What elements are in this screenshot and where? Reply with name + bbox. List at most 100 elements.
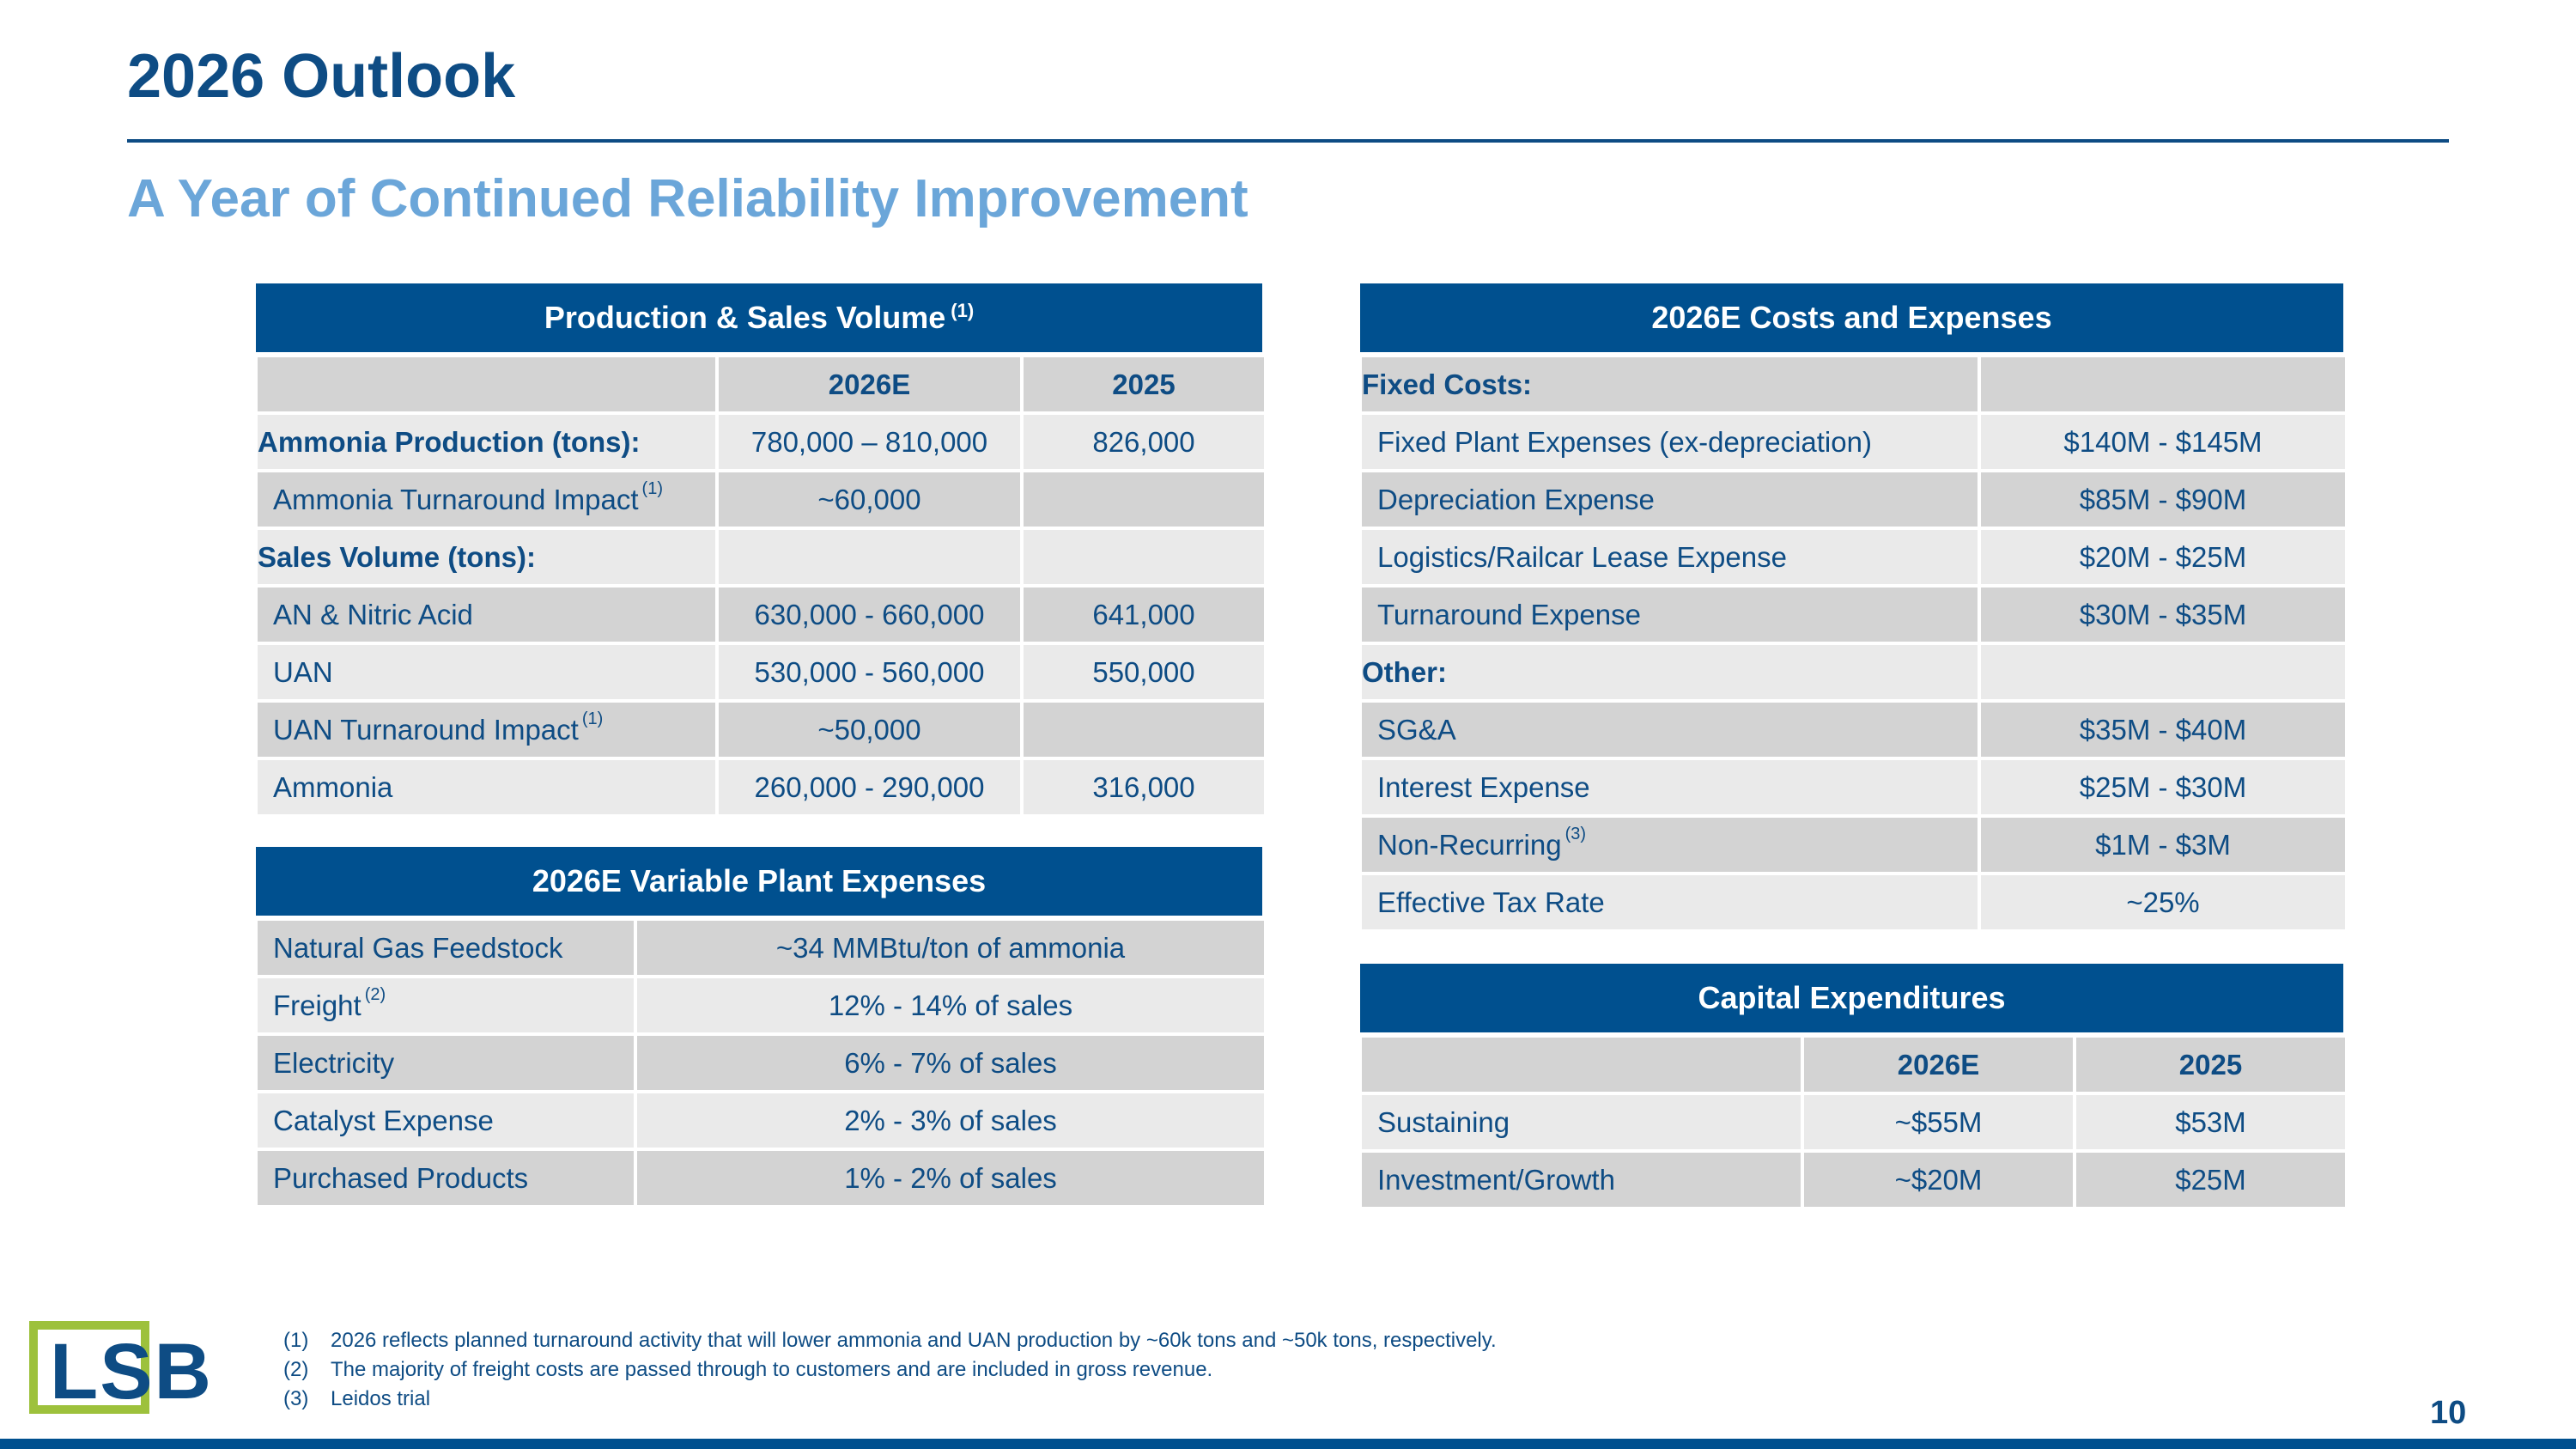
table-row: Natural Gas Feedstock ~34 MMBtu/ton of a…	[254, 917, 1267, 978]
table-row: Fixed Plant Expenses (ex-depreciation) $…	[1358, 411, 2348, 472]
row-label: Sales Volume (tons):	[254, 527, 719, 588]
row-label: Freight	[273, 989, 361, 1021]
row-value	[1978, 354, 2348, 415]
value-2025: 641,000	[1020, 584, 1267, 645]
production-table: 2026E 2025 Ammonia Production (tons): 78…	[254, 354, 1267, 818]
row-label: Natural Gas Feedstock	[254, 917, 637, 978]
row-value: $140M - $145M	[1978, 411, 2348, 472]
table-row: Other:	[1358, 642, 2348, 703]
footnote-text: The majority of freight costs are passed…	[331, 1358, 1213, 1381]
company-logo: LSB	[50, 1328, 213, 1416]
value-2025: 550,000	[1020, 642, 1267, 703]
value-2026e: 530,000 - 560,000	[715, 642, 1024, 703]
row-label: Sustaining	[1358, 1092, 1804, 1153]
footnote: (3) Leidos trial	[283, 1387, 430, 1411]
row-label: Investment/Growth	[1358, 1149, 1804, 1210]
slide-title: 2026 Outlook	[127, 42, 516, 111]
row-footnote: (1)	[581, 709, 604, 728]
row-value: $20M - $25M	[1978, 527, 2348, 588]
row-label-cell: Freight (2)	[254, 975, 637, 1036]
column-header-2026e: 2026E	[715, 354, 1024, 415]
row-footnote: (1)	[641, 478, 663, 498]
variable-expenses-table: Natural Gas Feedstock ~34 MMBtu/ton of a…	[254, 917, 1267, 1209]
row-label: Logistics/Railcar Lease Expense	[1358, 527, 1981, 588]
row-value: $30M - $35M	[1978, 584, 2348, 645]
table-row: 2026E 2025	[1358, 1034, 2348, 1095]
capex-table-header: Capital Expenditures	[1360, 964, 2343, 1032]
costs-table-title: 2026E Costs and Expenses	[1651, 300, 2052, 335]
row-label: Effective Tax Rate	[1358, 872, 1981, 933]
production-title-footnote: (1)	[951, 300, 975, 321]
row-label: Catalyst Expense	[254, 1090, 637, 1151]
row-value: 12% - 14% of sales	[634, 975, 1267, 1036]
row-value: ~25%	[1978, 872, 2348, 933]
costs-expenses-table: Fixed Costs: Fixed Plant Expenses (ex-de…	[1358, 354, 2348, 933]
row-label-cell: Non-Recurring (3)	[1358, 814, 1981, 875]
row-label: UAN Turnaround Impact	[273, 713, 579, 746]
row-value: $85M - $90M	[1978, 469, 2348, 530]
table-row: SG&A $35M - $40M	[1358, 699, 2348, 760]
table-row: Depreciation Expense $85M - $90M	[1358, 469, 2348, 530]
table-row: Non-Recurring (3) $1M - $3M	[1358, 814, 2348, 875]
value-2026e: ~50,000	[715, 699, 1024, 760]
table-row: 2026E 2025	[254, 354, 1267, 415]
column-header-label	[254, 354, 719, 415]
row-label: Fixed Costs:	[1358, 354, 1981, 415]
column-header-2026e: 2026E	[1801, 1034, 2076, 1095]
footnote-text: 2026 reflects planned turnaround activit…	[331, 1329, 1497, 1352]
row-label: Ammonia Production (tons):	[254, 411, 719, 472]
table-row: Effective Tax Rate ~25%	[1358, 872, 2348, 933]
title-divider	[127, 139, 2449, 143]
row-label: AN & Nitric Acid	[254, 584, 719, 645]
column-header-label	[1358, 1034, 1804, 1095]
column-header-2025: 2025	[1020, 354, 1267, 415]
value-2025	[1020, 699, 1267, 760]
capex-table: 2026E 2025 Sustaining ~$55M $53M Investm…	[1358, 1034, 2348, 1210]
table-row: Purchased Products 1% - 2% of sales	[254, 1148, 1267, 1209]
table-row: UAN 530,000 - 560,000 550,000	[254, 642, 1267, 703]
value-2026e: 780,000 – 810,000	[715, 411, 1024, 472]
table-row: Ammonia 260,000 - 290,000 316,000	[254, 757, 1267, 818]
value-2026e: ~$55M	[1801, 1092, 2076, 1153]
row-value: 1% - 2% of sales	[634, 1148, 1267, 1209]
variable-table-header: 2026E Variable Plant Expenses	[256, 847, 1262, 916]
row-label: Other:	[1358, 642, 1981, 703]
table-row: Ammonia Turnaround Impact (1) ~60,000	[254, 469, 1267, 530]
footnote: (1) 2026 reflects planned turnaround acti…	[283, 1329, 1497, 1353]
costs-table-header: 2026E Costs and Expenses	[1360, 283, 2343, 352]
value-2025	[1020, 469, 1267, 530]
value-2025: 826,000	[1020, 411, 1267, 472]
row-label: UAN	[254, 642, 719, 703]
value-2026e	[715, 527, 1024, 588]
footnote-number: (1)	[283, 1329, 309, 1352]
value-2025: $53M	[2073, 1092, 2348, 1153]
table-row: UAN Turnaround Impact (1) ~50,000	[254, 699, 1267, 760]
table-row: Interest Expense $25M - $30M	[1358, 757, 2348, 818]
row-value: $25M - $30M	[1978, 757, 2348, 818]
row-label-cell: UAN Turnaround Impact (1)	[254, 699, 719, 760]
table-row: Freight (2) 12% - 14% of sales	[254, 975, 1267, 1036]
footnote-number: (3)	[283, 1387, 309, 1410]
footnote: (2) The majority of freight costs are pas…	[283, 1358, 1212, 1382]
table-row: Sustaining ~$55M $53M	[1358, 1092, 2348, 1153]
row-value: 6% - 7% of sales	[634, 1032, 1267, 1093]
footnote-text: Leidos trial	[331, 1387, 431, 1410]
table-row: Sales Volume (tons):	[254, 527, 1267, 588]
capex-table-title: Capital Expenditures	[1698, 980, 2006, 1015]
row-label: Electricity	[254, 1032, 637, 1093]
table-row: Electricity 6% - 7% of sales	[254, 1032, 1267, 1093]
row-footnote: (3)	[1564, 824, 1587, 843]
row-label: Turnaround Expense	[1358, 584, 1981, 645]
value-2026e: ~60,000	[715, 469, 1024, 530]
row-label: Fixed Plant Expenses (ex-depreciation)	[1358, 411, 1981, 472]
value-2025: $25M	[2073, 1149, 2348, 1210]
row-value	[1978, 642, 2348, 703]
table-row: Investment/Growth ~$20M $25M	[1358, 1149, 2348, 1210]
footer-bar	[0, 1439, 2576, 1449]
row-label: Purchased Products	[254, 1148, 637, 1209]
production-table-title: Production & Sales Volume	[544, 300, 946, 335]
row-label: SG&A	[1358, 699, 1981, 760]
column-header-2025: 2025	[2073, 1034, 2348, 1095]
row-label: Ammonia	[254, 757, 719, 818]
table-row: AN & Nitric Acid 630,000 - 660,000 641,0…	[254, 584, 1267, 645]
